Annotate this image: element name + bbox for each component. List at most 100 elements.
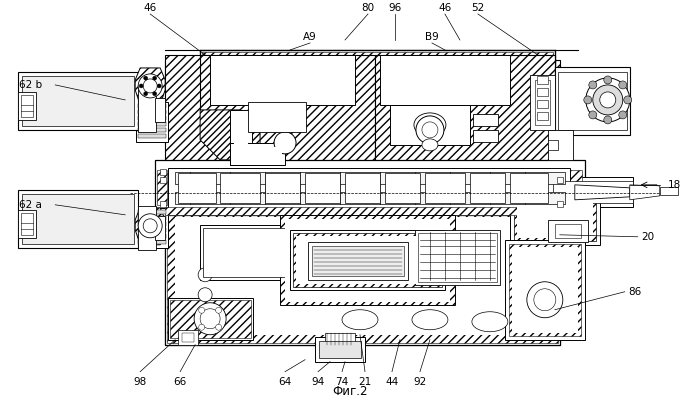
Bar [505, 240, 584, 340]
Bar [155, 216, 165, 240]
Text: 21: 21 [358, 377, 372, 387]
Bar [312, 246, 404, 276]
Ellipse shape [472, 312, 508, 332]
Bar [265, 173, 300, 203]
Bar [138, 228, 166, 232]
Bar [285, 219, 450, 302]
Bar [425, 173, 465, 203]
Circle shape [199, 307, 204, 313]
Bar [165, 60, 560, 145]
Bar [382, 57, 508, 103]
Bar [555, 67, 630, 135]
Bar [138, 222, 166, 226]
Bar [548, 220, 588, 242]
Text: 86: 86 [628, 287, 641, 297]
Bar [325, 333, 355, 345]
Bar [167, 212, 558, 343]
Bar [252, 106, 302, 128]
Bar [168, 168, 570, 208]
Ellipse shape [422, 139, 438, 151]
Bar [138, 110, 166, 114]
Bar [178, 173, 216, 203]
Text: A9: A9 [303, 32, 317, 42]
Bar [22, 76, 134, 126]
Bar [18, 190, 138, 248]
Circle shape [600, 92, 616, 108]
Circle shape [153, 92, 157, 96]
Circle shape [144, 79, 158, 93]
Bar [537, 88, 548, 96]
Bar [155, 160, 584, 215]
Ellipse shape [342, 310, 378, 330]
Bar [21, 95, 34, 117]
Bar [200, 50, 555, 110]
Circle shape [604, 116, 612, 124]
Circle shape [589, 81, 597, 89]
Bar [138, 206, 156, 250]
Bar [158, 170, 167, 205]
Bar [659, 187, 678, 195]
Bar [138, 234, 166, 238]
Bar [160, 169, 166, 175]
Circle shape [589, 111, 597, 119]
Polygon shape [135, 68, 165, 105]
Bar [537, 112, 548, 120]
Polygon shape [135, 208, 165, 245]
Circle shape [200, 309, 220, 329]
Bar [553, 181, 633, 203]
Bar [230, 110, 252, 165]
Bar [308, 242, 408, 280]
Bar [514, 199, 596, 241]
Bar [165, 250, 560, 345]
Bar [210, 55, 355, 105]
Circle shape [198, 268, 212, 282]
Circle shape [593, 85, 623, 115]
Circle shape [198, 288, 212, 302]
Bar [138, 216, 166, 220]
Circle shape [534, 289, 556, 311]
Text: 46: 46 [144, 3, 157, 13]
Circle shape [144, 219, 158, 233]
Bar [160, 201, 166, 207]
Bar [22, 194, 134, 244]
Bar [385, 173, 420, 203]
Circle shape [527, 282, 563, 318]
Text: 20: 20 [641, 232, 654, 242]
Bar [375, 55, 555, 165]
Bar [175, 192, 565, 204]
Text: 64: 64 [279, 377, 292, 387]
Bar [415, 230, 500, 285]
Bar [570, 170, 582, 205]
Bar [160, 177, 166, 183]
Bar [234, 114, 248, 161]
Bar [182, 333, 194, 342]
Bar [548, 177, 633, 207]
Ellipse shape [412, 310, 448, 330]
Bar [548, 140, 558, 150]
Bar [138, 122, 166, 126]
Bar [548, 130, 573, 160]
Bar [537, 100, 548, 108]
Circle shape [144, 76, 148, 80]
Circle shape [624, 96, 632, 104]
Bar [509, 244, 581, 336]
Bar [170, 252, 555, 340]
Bar [535, 80, 550, 125]
Bar [248, 102, 306, 132]
Circle shape [416, 116, 444, 144]
Text: 74: 74 [335, 377, 349, 387]
Circle shape [216, 324, 222, 330]
Bar [175, 217, 550, 335]
Circle shape [584, 96, 592, 104]
Text: 96: 96 [389, 3, 402, 13]
Text: Фиг.2: Фиг.2 [332, 385, 368, 398]
Bar [203, 228, 417, 277]
Bar [165, 210, 560, 345]
Bar [138, 134, 166, 138]
Bar [170, 65, 555, 135]
Bar [470, 173, 505, 203]
Text: 92: 92 [413, 377, 426, 387]
Text: 94: 94 [312, 377, 325, 387]
Bar [138, 88, 156, 132]
Circle shape [422, 122, 438, 138]
